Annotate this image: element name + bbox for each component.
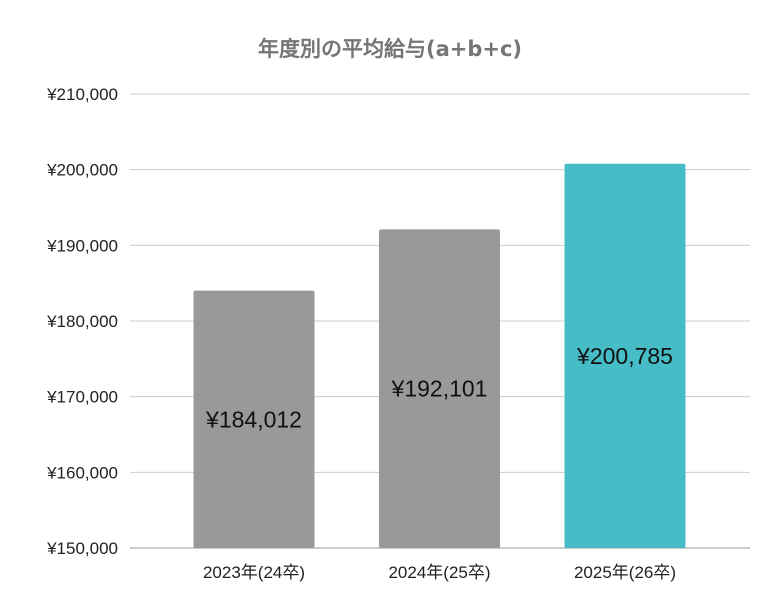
y-tick-label: ¥190,000 [46, 236, 118, 255]
y-tick-label: ¥180,000 [46, 312, 118, 331]
bar [564, 163, 686, 548]
bar [193, 290, 315, 548]
x-tick-label: 2023年(24卒) [203, 563, 305, 582]
x-axis-ticks: 2023年(24卒) 2024年(25卒) 2025年(26卒) [203, 563, 676, 582]
bar [379, 229, 500, 548]
x-tick-label: 2024年(25卒) [388, 563, 490, 582]
y-axis-ticks: ¥150,000 ¥160,000 ¥170,000 ¥180,000 ¥190,000… [46, 85, 118, 558]
data-labels: ¥184,012 ¥192,101 ¥200,785 [205, 343, 673, 432]
y-tick-label: ¥210,000 [46, 85, 118, 104]
y-tick-label: ¥150,000 [46, 539, 118, 558]
y-tick-label: ¥160,000 [46, 463, 118, 482]
bars [193, 163, 686, 548]
chart-title: 年度別の平均給与(a+b+c) [258, 37, 522, 61]
y-tick-label: ¥170,000 [46, 388, 118, 407]
data-label: ¥200,785 [576, 343, 673, 369]
y-tick-label: ¥200,000 [46, 161, 118, 180]
x-tick-label: 2025年(26卒) [574, 563, 676, 582]
data-label: ¥184,012 [205, 406, 302, 432]
data-label: ¥192,101 [391, 376, 488, 402]
